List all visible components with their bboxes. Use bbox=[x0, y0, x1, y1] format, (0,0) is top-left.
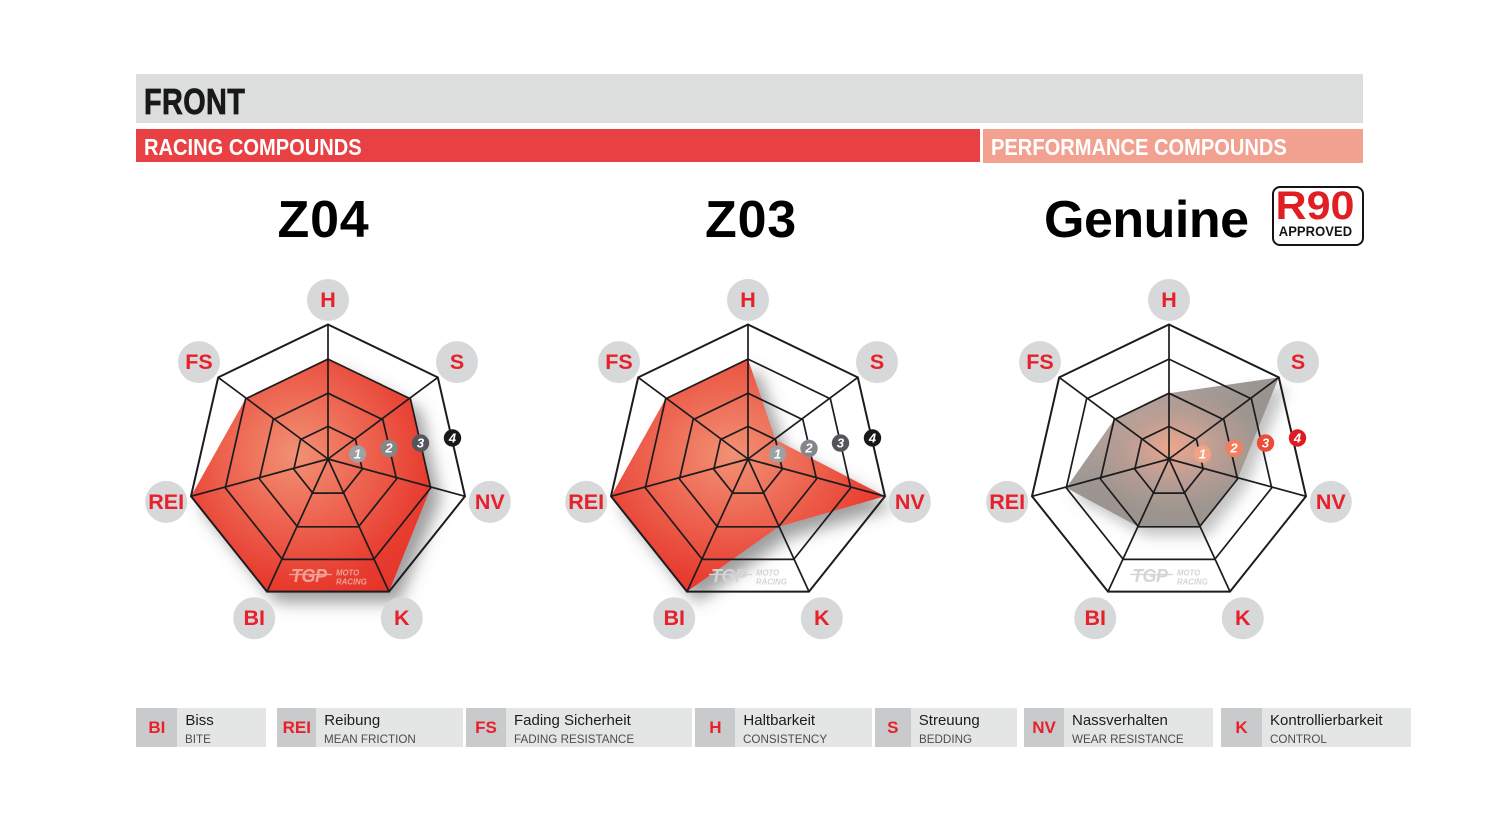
svg-text:TGP: TGP bbox=[291, 566, 328, 586]
svg-text:S: S bbox=[870, 350, 884, 374]
svg-text:FS: FS bbox=[1026, 350, 1053, 374]
svg-text:S: S bbox=[1290, 350, 1304, 374]
svg-text:RACING: RACING bbox=[756, 577, 787, 586]
svg-text:1: 1 bbox=[774, 446, 781, 461]
svg-text:2: 2 bbox=[1229, 440, 1238, 455]
svg-text:MOTO: MOTO bbox=[1177, 568, 1200, 577]
svg-text:H: H bbox=[320, 288, 336, 312]
svg-text:RACING: RACING bbox=[1177, 577, 1208, 586]
svg-text:S: S bbox=[449, 350, 463, 374]
svg-text:RACING: RACING bbox=[336, 577, 367, 586]
svg-text:MOTO: MOTO bbox=[336, 568, 359, 577]
svg-text:NV: NV bbox=[895, 489, 926, 513]
svg-text:FS: FS bbox=[605, 350, 632, 374]
svg-text:K: K bbox=[814, 606, 830, 630]
svg-text:BI: BI bbox=[1084, 606, 1106, 630]
svg-text:1: 1 bbox=[353, 446, 360, 461]
svg-text:2: 2 bbox=[384, 440, 393, 455]
svg-text:K: K bbox=[394, 606, 410, 630]
svg-text:1: 1 bbox=[1198, 446, 1205, 461]
svg-text:NV: NV bbox=[1315, 489, 1346, 513]
svg-text:BI: BI bbox=[243, 606, 265, 630]
svg-text:K: K bbox=[1235, 606, 1251, 630]
svg-text:2: 2 bbox=[804, 440, 813, 455]
svg-text:4: 4 bbox=[868, 430, 877, 445]
svg-text:FS: FS bbox=[185, 350, 212, 374]
svg-text:REI: REI bbox=[568, 489, 604, 513]
svg-text:MOTO: MOTO bbox=[756, 568, 779, 577]
svg-text:4: 4 bbox=[1292, 430, 1301, 445]
svg-text:H: H bbox=[740, 288, 756, 312]
svg-text:TGP: TGP bbox=[1132, 566, 1169, 586]
svg-text:REI: REI bbox=[148, 489, 184, 513]
svg-text:BI: BI bbox=[663, 606, 685, 630]
svg-text:3: 3 bbox=[837, 435, 845, 450]
svg-text:4: 4 bbox=[447, 430, 456, 445]
svg-text:H: H bbox=[1161, 288, 1177, 312]
svg-text:3: 3 bbox=[416, 435, 424, 450]
svg-text:3: 3 bbox=[1261, 435, 1269, 450]
svg-text:TGP: TGP bbox=[711, 566, 748, 586]
svg-text:NV: NV bbox=[474, 489, 505, 513]
svg-text:REI: REI bbox=[989, 489, 1025, 513]
